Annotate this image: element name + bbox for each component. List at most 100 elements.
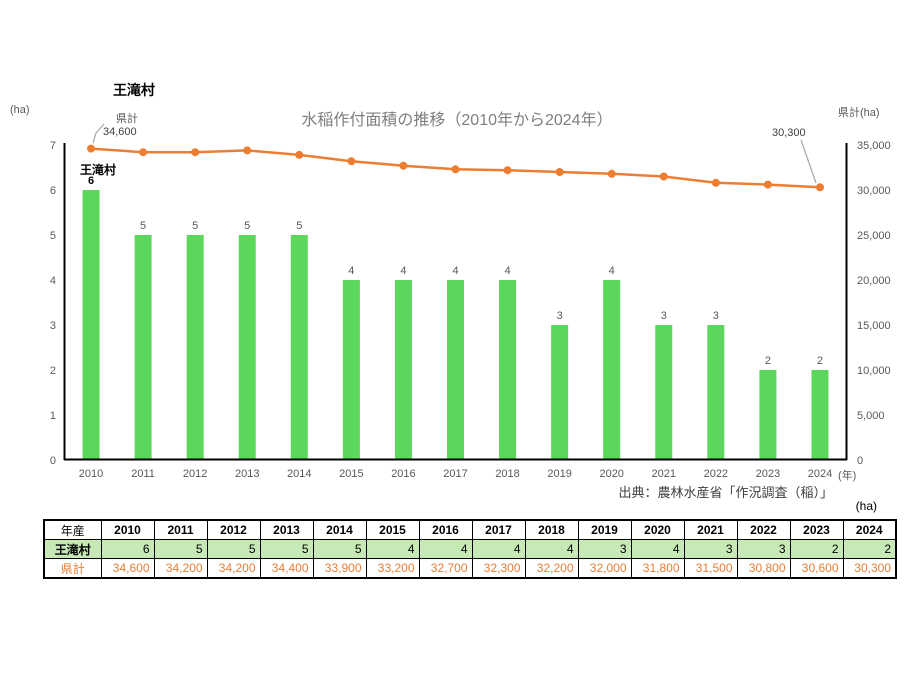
table-header-cell: 2014 <box>312 519 367 540</box>
left-axis-tick-label: 5 <box>50 230 56 242</box>
table-header-cell: 2024 <box>842 519 897 540</box>
line-marker <box>607 169 616 178</box>
table-row: 県計 34,600 34,200 34,200 34,400 33,900 33,200 32… <box>43 558 897 579</box>
x-axis-tick-label: 2014 <box>287 468 311 480</box>
right-axis-tick-label: 20,000 <box>857 275 891 287</box>
table-cell: 30,800 <box>736 558 791 579</box>
bar-value-label: 5 <box>296 220 302 232</box>
line-first-value-annotation: 34,600 <box>103 126 137 138</box>
table-cell: 4 <box>524 539 579 559</box>
table-cell: 4 <box>471 539 526 559</box>
table-cell: 32,700 <box>418 558 473 579</box>
line-marker <box>815 183 824 192</box>
table-cell: 34,200 <box>206 558 261 579</box>
table-cell: 3 <box>577 539 632 559</box>
line-marker <box>555 168 564 176</box>
table-cell: 31,800 <box>630 558 685 579</box>
table-row-label: 県計 <box>43 558 102 579</box>
table-unit-label: (ha) <box>855 499 877 513</box>
bar <box>447 280 464 460</box>
table-header-cell: 2018 <box>524 519 579 540</box>
right-axis-tick-label: 0 <box>857 455 863 467</box>
table-header-cell: 2017 <box>471 519 526 540</box>
table-header-cell: 2010 <box>100 519 155 540</box>
bar <box>82 190 100 460</box>
line-marker <box>295 150 304 159</box>
line-marker <box>659 172 668 181</box>
table-header-cell: 2021 <box>683 519 738 540</box>
x-axis-unit-label: (年) <box>838 470 857 482</box>
source-citation: 出典：農林水産省「作況調査（稲）」 <box>618 485 833 500</box>
bar <box>238 235 256 460</box>
line-marker <box>399 161 408 170</box>
table-header-year-label: 年産 <box>43 519 102 540</box>
x-axis-tick-label: 2021 <box>652 468 676 480</box>
bar-value-label: 2 <box>817 355 823 367</box>
right-axis-tick-label: 25,000 <box>857 230 891 242</box>
table-header-cell: 2019 <box>577 519 632 540</box>
last-annotation-leader <box>800 139 817 184</box>
line-marker <box>191 148 200 157</box>
chart-corner-title: 王滝村 <box>113 82 155 98</box>
table-row-label: 王滝村 <box>43 539 102 559</box>
line-last-value-annotation: 30,300 <box>772 127 806 139</box>
left-axis-tick-label: 0 <box>50 455 56 467</box>
x-axis-tick-label: 2023 <box>756 468 780 480</box>
bar <box>655 325 673 460</box>
table-cell: 2 <box>842 539 897 559</box>
left-axis-tick-label: 1 <box>50 410 56 422</box>
table-cell: 3 <box>683 539 738 559</box>
line-marker <box>243 146 252 155</box>
table-header-cell: 2023 <box>789 519 844 540</box>
bar-series-label: 王滝村 <box>80 163 117 177</box>
table-header-cell: 2015 <box>365 519 420 540</box>
table-header-cell: 2011 <box>153 519 208 540</box>
table-cell: 33,900 <box>312 558 367 579</box>
table-cell: 32,300 <box>471 558 526 579</box>
bar <box>811 370 829 460</box>
x-axis-tick-label: 2011 <box>131 468 155 480</box>
x-axis-tick-label: 2024 <box>808 468 832 480</box>
bar <box>759 370 777 460</box>
bar-value-label: 4 <box>348 265 354 277</box>
line-marker <box>763 180 772 189</box>
table-cell: 3 <box>736 539 791 559</box>
bar <box>551 325 569 460</box>
line-series-annotation-label: 県計 <box>116 113 138 125</box>
table-cell: 5 <box>259 539 314 559</box>
right-axis-unit-label: 県計(ha) <box>838 107 880 119</box>
line-marker <box>451 165 460 174</box>
table-cell: 4 <box>418 539 473 559</box>
x-axis-tick-label: 2010 <box>79 468 103 480</box>
x-axis-tick-label: 2017 <box>443 468 467 480</box>
bar-value-label: 4 <box>452 265 458 277</box>
table-cell: 30,600 <box>789 558 844 579</box>
table-cell: 30,300 <box>842 558 897 579</box>
line-marker <box>139 148 148 157</box>
table-cell: 4 <box>630 539 685 559</box>
line-marker <box>347 157 356 166</box>
table-cell: 34,600 <box>100 558 155 579</box>
bar-value-label: 4 <box>505 265 511 277</box>
bar <box>186 235 204 460</box>
bar-value-label: 3 <box>661 310 667 322</box>
table-cell: 32,000 <box>577 558 632 579</box>
table-cell: 4 <box>365 539 420 559</box>
table-cell: 31,500 <box>683 558 738 579</box>
table-header-cell: 2020 <box>630 519 685 540</box>
bar-value-label: 6 <box>88 175 94 187</box>
x-axis-tick-label: 2012 <box>183 468 207 480</box>
table-cell: 34,200 <box>153 558 208 579</box>
table-cell: 5 <box>206 539 261 559</box>
bar <box>603 280 621 460</box>
table-header-cell: 2012 <box>206 519 261 540</box>
left-axis-tick-label: 6 <box>50 185 56 197</box>
left-axis-unit-label: (ha) <box>10 104 30 116</box>
bar <box>394 280 412 460</box>
line-marker <box>87 144 96 153</box>
x-axis-tick-label: 2013 <box>235 468 259 480</box>
x-axis-tick-label: 2015 <box>339 468 363 480</box>
bar-value-label: 5 <box>192 220 198 232</box>
